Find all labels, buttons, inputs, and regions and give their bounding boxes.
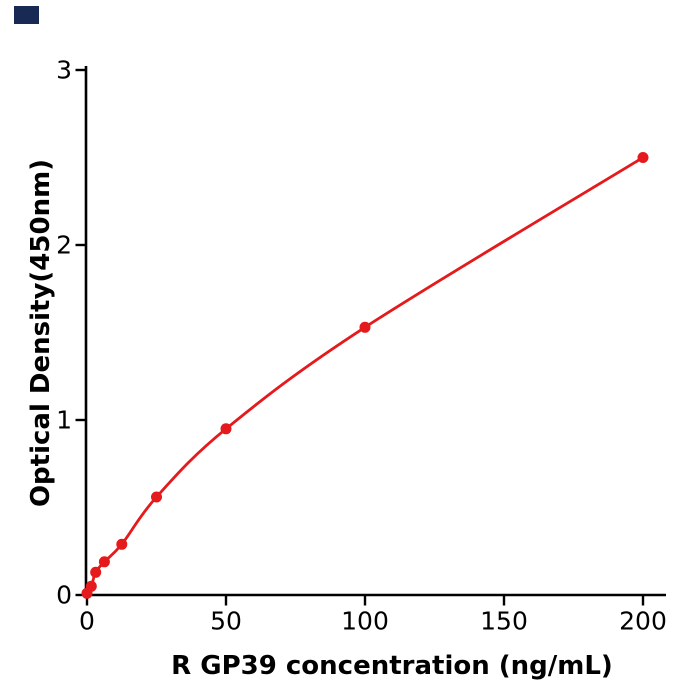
data-point	[359, 321, 371, 333]
y-tick-label: 1	[56, 406, 72, 435]
x-tick-label: 200	[619, 607, 667, 636]
data-points	[81, 152, 649, 599]
data-point	[220, 423, 232, 435]
data-point	[98, 556, 110, 568]
y-tick-label: 3	[56, 56, 72, 85]
logo-mark	[14, 6, 39, 24]
data-point	[637, 152, 649, 163]
axes	[84, 66, 666, 597]
x-tick-label: 50	[210, 607, 242, 636]
x-tick-label: 0	[79, 607, 95, 636]
data-point	[85, 580, 97, 592]
data-point	[90, 566, 102, 578]
x-tick-label: 150	[480, 607, 528, 636]
y-tick-label: 2	[56, 231, 72, 260]
y-tick-label: 0	[56, 581, 72, 610]
x-axis-label: R GP39 concentration (ng/mL)	[171, 651, 613, 681]
data-point	[151, 491, 162, 503]
y-axis-ticks: 0 1 2 3	[56, 56, 85, 610]
data-point	[116, 538, 128, 550]
fit-curve-line	[85, 156, 645, 595]
x-axis-ticks: 0 50 100 150 200	[79, 596, 667, 636]
y-axis-label: Optical Density(450nm)	[26, 159, 56, 507]
x-tick-label: 100	[341, 607, 389, 636]
